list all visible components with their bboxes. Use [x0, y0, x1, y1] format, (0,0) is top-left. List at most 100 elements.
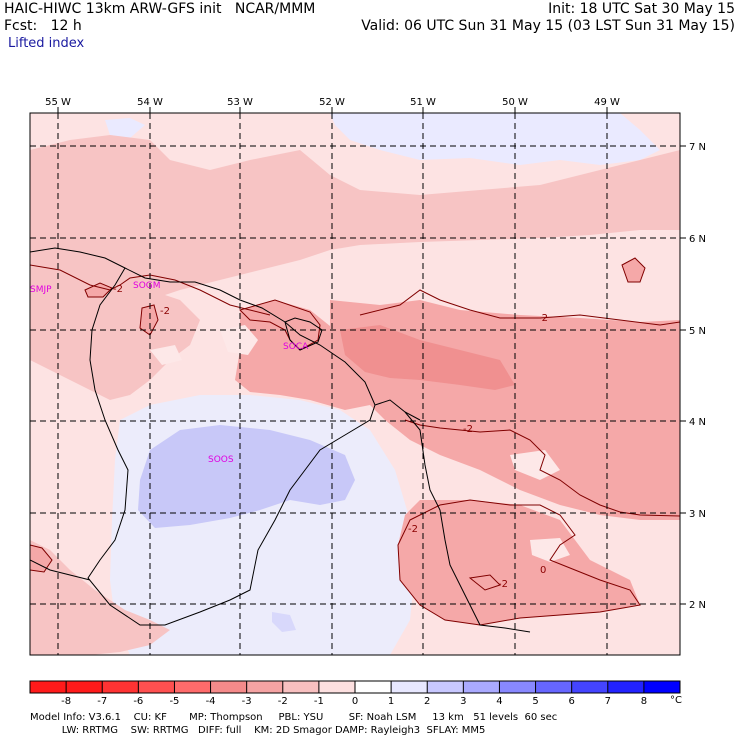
colorbar-swatch	[102, 681, 139, 693]
borders	[30, 247, 531, 633]
colorbar-swatch	[210, 681, 248, 693]
colorbar-unit: °C	[670, 695, 682, 706]
forecast-hour: Fcst: 12 h	[4, 18, 82, 34]
contour-label-3: -2	[538, 313, 548, 324]
colorbar-tick-label: -7	[97, 696, 107, 707]
colorbar-swatch	[282, 681, 320, 693]
graticule	[30, 113, 680, 655]
valid-time: Valid: 06 UTC Sun 31 May 15 (03 LST Sun …	[361, 18, 735, 34]
colorbar-swatch	[138, 681, 175, 693]
field-negative-center	[235, 300, 370, 410]
colorbar-tick-label: 1	[388, 696, 394, 707]
lat-label-2n: 2 N	[689, 600, 706, 611]
field-negative-northband	[30, 135, 680, 300]
field-positive-core	[138, 425, 355, 528]
contour-line-6	[404, 419, 680, 517]
lat-label-7n: 7 N	[689, 142, 706, 153]
field-light-spot-4	[530, 538, 570, 562]
contour-label-5: -2	[408, 524, 418, 535]
colorbar-swatch	[463, 681, 500, 693]
colorbar-swatch	[499, 681, 537, 693]
colorbar-tick-label: 6	[568, 696, 574, 707]
field-negative-tiny	[85, 283, 112, 297]
model-info-line-2: LW: RRTMG SW: RRTMG DIFF: full KM: 2D Sm…	[30, 725, 486, 736]
station-soos: SOOS	[208, 455, 234, 465]
colorbar-tick-label: 5	[532, 696, 538, 707]
station-soca: SOCA	[283, 342, 309, 352]
lat-label-3n: 3 N	[689, 509, 706, 520]
lat-label-4n: 4 N	[689, 417, 706, 428]
colorbar-ticks: -8 -7 -6 -5 -4 -3 -2 -1 0 1 2 3 4 5 6 7 8	[61, 681, 647, 707]
colorbar-swatch	[571, 681, 609, 693]
colorbar-swatch	[427, 681, 464, 693]
field-positive-north	[330, 113, 660, 165]
contour-line-1	[30, 264, 271, 316]
field-negative-sw	[30, 540, 170, 655]
field-name: Lifted index	[8, 36, 85, 51]
lon-label-49w: 49 W	[594, 97, 620, 108]
border-east	[404, 411, 531, 633]
colorbar-tick-label: -5	[169, 696, 179, 707]
station-smjp: SMJP	[30, 285, 52, 295]
colorbar-tick-label: -2	[278, 696, 288, 707]
contour-line-7	[397, 499, 641, 626]
model-info-line-1: Model Info: V3.6.1 CU: KF MP: Thompson P…	[30, 712, 558, 723]
lon-label-55w: 55 W	[45, 97, 71, 108]
contour-label-6: -2	[498, 579, 508, 590]
contour-label-1: -2	[113, 284, 123, 295]
contour-line-9	[621, 257, 646, 283]
colorbar-swatch	[30, 681, 67, 693]
field-negative-southeast	[398, 500, 640, 625]
field-positive-nw	[105, 118, 145, 138]
contour-label-4: -2	[463, 424, 473, 435]
colorbar-tick-label: -6	[133, 696, 143, 707]
field-negative-west	[30, 245, 200, 400]
colorbar-tick-label: -8	[61, 696, 71, 707]
colorbar-swatch	[246, 681, 284, 693]
colorbar-tick-label: -3	[242, 696, 252, 707]
colorbar-swatch	[174, 681, 212, 693]
shaded-field	[30, 113, 680, 655]
border-south	[30, 559, 91, 581]
colorbar	[30, 681, 681, 693]
colorbar-tick-label: 0	[352, 696, 358, 707]
field-light-spot-3	[510, 450, 560, 480]
lon-label-54w: 54 W	[137, 97, 163, 108]
river-outline	[284, 317, 323, 351]
contour-line-3	[139, 304, 159, 336]
colorbar-swatch	[607, 681, 645, 693]
map-frame	[29, 112, 681, 656]
contour-label-7: 0	[540, 565, 546, 576]
lon-label-51w: 51 W	[410, 97, 436, 108]
lon-label-53w: 53 W	[227, 97, 253, 108]
field-light-spot-1	[220, 325, 258, 355]
field-positive-small	[272, 612, 296, 632]
colorbar-swatch	[66, 681, 103, 693]
border-west	[87, 267, 376, 626]
colorbar-swatch	[643, 681, 681, 693]
lon-label-52w: 52 W	[319, 97, 345, 108]
colorbar-tick-label: 7	[605, 696, 611, 707]
colorbar-tick-label: -4	[206, 696, 216, 707]
lon-label-50w: 50 W	[502, 97, 528, 108]
colorbar-swatch	[535, 681, 573, 693]
contour-line-8	[468, 574, 501, 591]
contour-line-10	[30, 544, 53, 573]
tick-marks	[57, 107, 686, 605]
contour-line-5	[359, 289, 680, 326]
field-negative-edge	[30, 545, 52, 572]
colorbar-swatch	[355, 681, 392, 693]
lat-label-5n: 5 N	[689, 326, 706, 337]
init-time: Init: 18 UTC Sat 30 May 15	[548, 1, 735, 17]
model-title: HAIC-HIWC 13km ARW-GFS init NCAR/MMM	[4, 1, 316, 17]
colorbar-tick-label: -1	[314, 696, 324, 707]
station-sogm: SOGM	[133, 281, 161, 291]
field-negative-east-deep	[340, 325, 515, 390]
colorbar-tick-label: 2	[424, 696, 430, 707]
field-light-spot-2	[150, 345, 182, 365]
lat-label-6n: 6 N	[689, 234, 706, 245]
colorbar-swatch	[391, 681, 428, 693]
coastline	[30, 247, 421, 421]
colorbar-tick-label: 4	[496, 696, 502, 707]
